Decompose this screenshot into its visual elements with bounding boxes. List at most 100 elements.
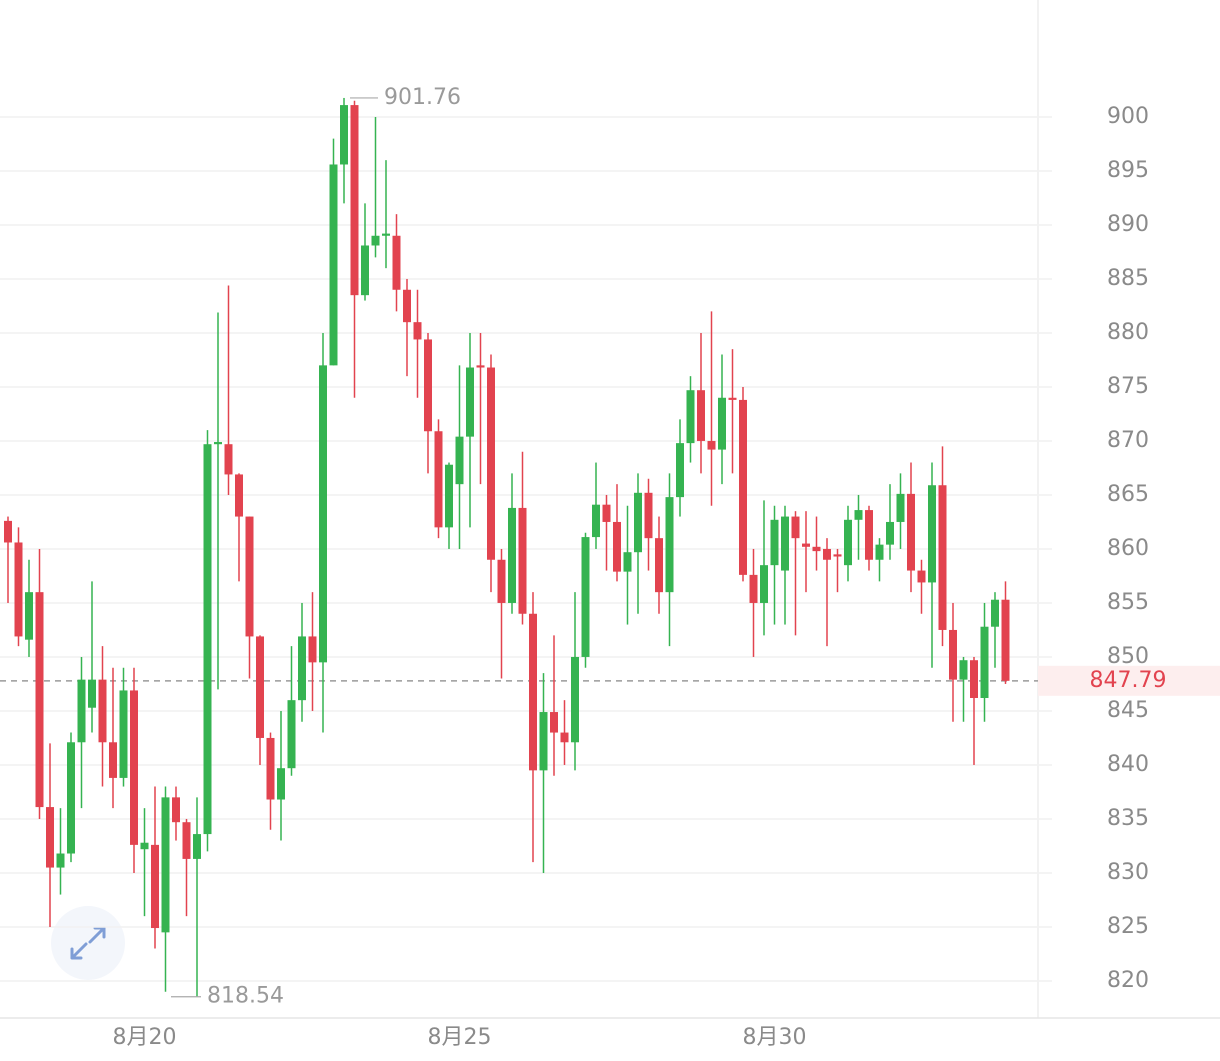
candle-body [182,822,191,859]
candle-body [88,679,96,708]
candle-body [487,367,495,560]
y-tick-label: 835 [1107,806,1149,831]
candle-body [875,544,884,560]
candle-body [718,397,726,450]
candle-body [371,235,380,246]
candle-body [151,844,159,929]
candle-body [130,690,138,845]
candle-body [1001,599,1010,681]
y-tick-label: 830 [1107,860,1149,885]
candle-body [445,464,453,528]
candle-body [707,440,716,450]
y-tick-label: 900 [1107,104,1149,129]
y-tick-label: 840 [1107,752,1149,777]
candle-body [466,367,474,437]
candle-body [308,636,317,663]
candle-body [644,492,653,539]
candle-body [77,679,86,743]
candle-body [781,516,789,571]
candle-body [98,679,107,743]
candle-body [623,552,632,572]
candle-body [739,399,747,575]
candle-body [613,521,621,572]
candle-body [854,510,863,520]
candle-body [980,626,989,698]
candle-body [728,397,737,400]
candle-body [277,768,285,800]
candle-body [298,636,306,701]
candle-body [224,444,233,475]
candle-body [833,554,842,557]
candle-body [917,570,926,583]
low-label: 818.54 [207,984,284,1009]
candle-body [140,842,149,850]
candle-body [203,444,212,835]
candle-body [25,592,33,640]
candle-body [560,732,569,743]
candle-body [791,516,800,539]
candle-body [592,504,600,538]
candle-body [770,519,779,566]
candle-body [476,365,485,368]
candle-body [4,520,12,543]
candle-body [865,510,873,560]
candle-body [193,834,201,859]
candle-body [392,235,401,290]
candle-body [518,507,527,614]
expand-icon [70,926,106,960]
y-tick-label: 875 [1107,374,1149,399]
candle-body [403,289,411,323]
candle-body [46,807,54,868]
candle-body [256,636,264,738]
candle-body [802,543,810,547]
candle-body [812,546,821,552]
candle-body [886,521,894,545]
candle-body [340,105,348,165]
candle-body [896,493,905,522]
expand-button-bg [51,906,125,980]
y-tick-label: 850 [1107,644,1149,669]
candle-body [949,629,957,680]
candle-body [602,504,611,522]
candle-body [235,474,243,517]
candle-body [287,700,296,769]
candle-body [928,485,936,583]
candle-body [760,565,768,603]
candle-body [959,660,968,680]
x-tick-label: 8月20 [113,1025,177,1050]
last-price-box [1038,665,1220,696]
x-tick-label: 8月30 [743,1025,807,1050]
last-price-label: 847.79 [1090,668,1167,693]
y-tick-label: 845 [1107,698,1149,723]
candle-body [655,538,663,593]
candle-body [676,443,684,498]
candle-body [907,493,915,571]
candle-body [413,322,422,340]
candle-body [119,690,128,778]
candle-body [571,656,579,743]
candle-body [539,712,548,771]
candle-body [938,485,947,630]
expand-button[interactable] [51,906,125,980]
y-tick-label: 855 [1107,590,1149,615]
candle-body [67,742,75,854]
candle-body [214,442,222,445]
candle-body [970,660,978,698]
candle-body [109,742,117,778]
y-tick-label: 860 [1107,536,1149,561]
candle-body [686,390,695,444]
candle-body [991,599,999,627]
candle-body [634,492,642,553]
candle-body [823,548,831,560]
candle-body [266,737,275,800]
candle-body [455,436,464,485]
candle-body [529,613,537,771]
candle-body [350,105,359,296]
y-tick-label: 885 [1107,266,1149,291]
y-tick-label: 880 [1107,320,1149,345]
y-tick-label: 865 [1107,482,1149,507]
y-tick-label: 820 [1107,968,1149,993]
candle-body [749,574,758,603]
candle-body [329,164,338,366]
